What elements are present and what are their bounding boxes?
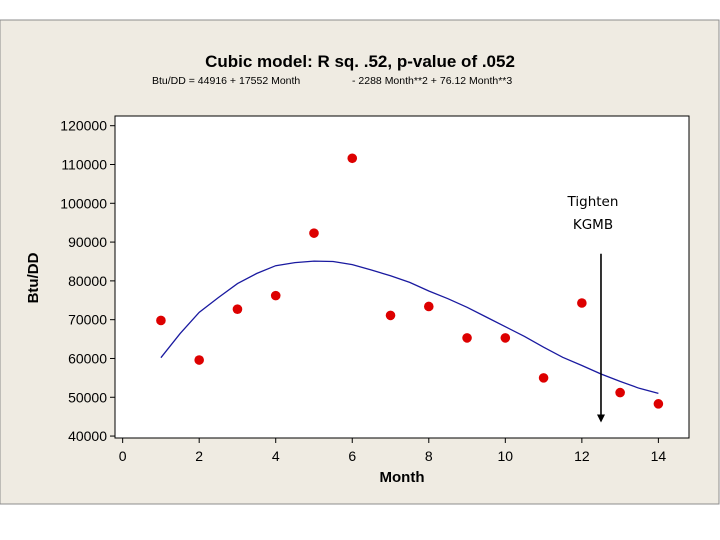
y-axis: 40000 50000 60000 70000 80000 90000 100000 1100… xyxy=(60,118,115,444)
equation-left: Btu/DD = 44916 + 17552 Month xyxy=(152,75,300,87)
x-tick-label: 10 xyxy=(498,448,514,464)
x-tick-label: 14 xyxy=(651,448,667,464)
data-point xyxy=(462,333,472,343)
annotation-arrow-head xyxy=(596,414,605,423)
x-tick-label: 6 xyxy=(348,448,356,464)
data-point xyxy=(270,290,281,301)
plot-area xyxy=(114,115,690,439)
annotation-layer: Tighten KGMB xyxy=(567,194,619,423)
data-point xyxy=(156,315,166,326)
data-point xyxy=(347,153,358,164)
y-tick-label: 60000 xyxy=(68,350,107,366)
data-point xyxy=(423,301,434,312)
y-axis-label: Btu/DD xyxy=(25,252,42,303)
y-tick-label: 120000 xyxy=(60,118,107,134)
x-tick-label: 12 xyxy=(574,448,590,464)
x-axis: 0 2 4 6 8 10 12 14 xyxy=(119,438,667,464)
annotation-line-1: Tighten xyxy=(567,194,619,210)
data-point xyxy=(500,333,511,343)
data-point xyxy=(653,399,664,409)
x-tick-label: 8 xyxy=(425,448,433,464)
data-point xyxy=(385,310,396,321)
fit-curve xyxy=(160,260,659,395)
data-point xyxy=(194,355,204,365)
equation-right: - 2288 Month**2 + 76.12 Month**3 xyxy=(352,75,512,87)
data-point xyxy=(309,228,319,238)
y-tick-label: 40000 xyxy=(68,428,107,444)
y-tick-label: 100000 xyxy=(60,195,107,211)
data-point xyxy=(232,304,243,315)
y-tick-label: 80000 xyxy=(68,273,107,289)
y-tick-label: 90000 xyxy=(68,234,107,250)
x-tick-label: 4 xyxy=(272,448,280,464)
y-tick-label: 50000 xyxy=(68,389,107,405)
data-point xyxy=(538,373,549,383)
x-axis-label: Month xyxy=(380,469,425,486)
x-tick-label: 0 xyxy=(119,448,127,464)
y-tick-label: 110000 xyxy=(61,156,107,172)
annotation-line-2: KGMB xyxy=(573,217,613,233)
chart-title: Cubic model: R sq. .52, p-value of .052 xyxy=(205,52,515,71)
data-point xyxy=(577,298,587,308)
x-tick-label: 2 xyxy=(195,448,203,464)
y-tick-label: 70000 xyxy=(68,312,107,328)
series-layer xyxy=(156,153,664,409)
data-point xyxy=(615,387,625,398)
